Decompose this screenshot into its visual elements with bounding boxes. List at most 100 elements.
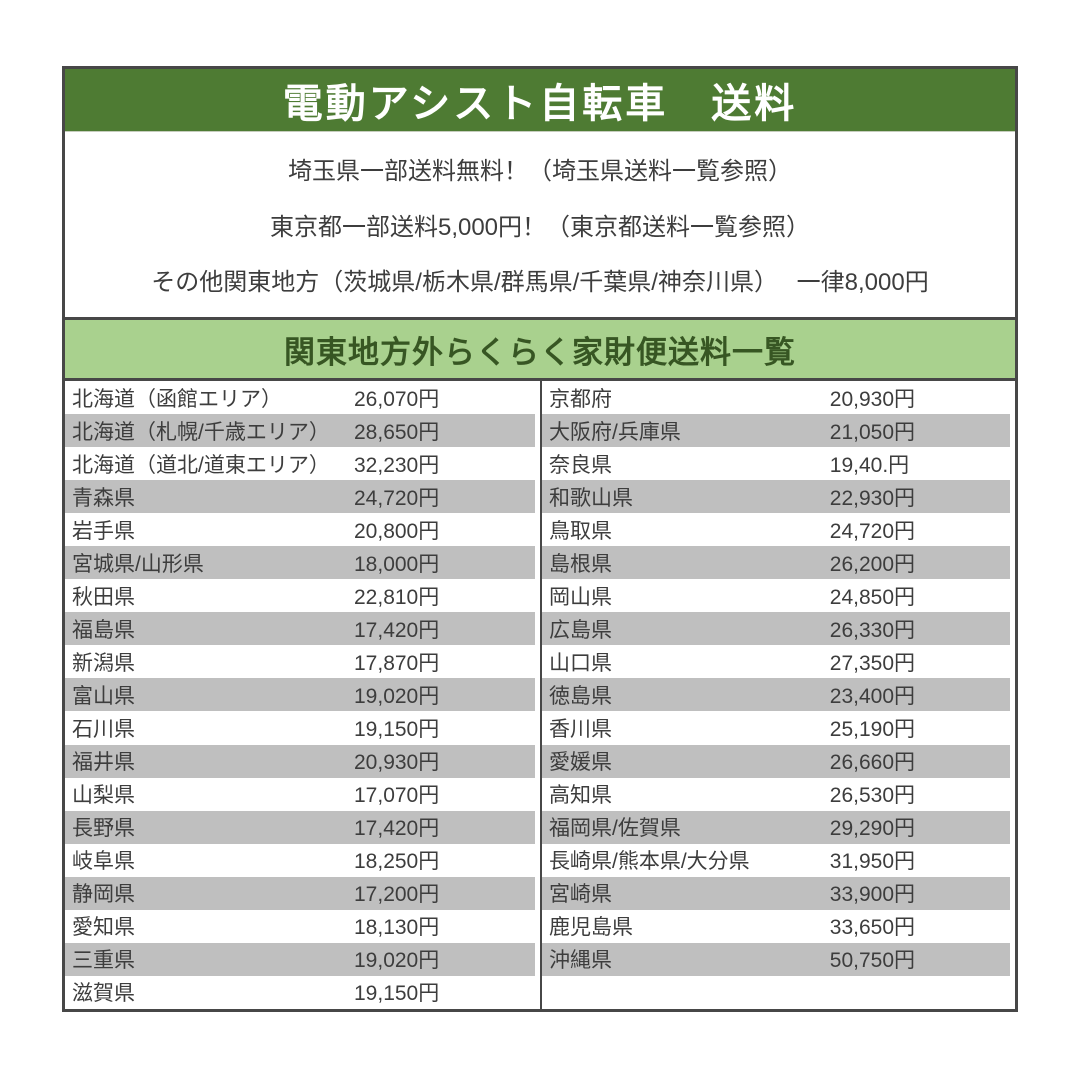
price-cell: 32,230円 [354,453,440,477]
table-row: 山口県 27,350円 [542,645,1015,679]
region-cell: 長崎県/熊本県/大分県 [549,850,750,874]
table-row: 富山県 19,020円 [65,678,540,712]
region-cell: 鳥取県 [549,519,612,543]
price-cell: 17,870円 [354,651,440,675]
region-cell: 福岡県/佐賀県 [549,817,681,841]
region-cell: 愛知県 [72,916,135,940]
region-cell: 宮崎県 [549,883,612,907]
table-row: 大阪府/兵庫県 21,050円 [542,414,1015,448]
region-cell: 京都府 [549,387,612,411]
table-row: 福井県 20,930円 [65,744,540,778]
table-row: 島根県 26,200円 [542,546,1015,580]
price-cell: 20,800円 [354,519,440,543]
region-cell: 鹿児島県 [549,916,633,940]
region-cell: 長野県 [72,817,135,841]
notice-section: 埼玉県一部送料無料！（埼玉県送料一覧参照） 東京都一部送料5,000円！（東京都… [65,131,1015,317]
shipping-fee-table: 北海道（函館エリア） 26,070円北海道（札幌/千歳エリア） 28,650円 北海道… [65,381,1015,1009]
region-cell: 高知県 [549,784,612,808]
price-cell: 19,020円 [354,949,440,973]
region-cell: 沖縄県 [549,949,612,973]
table-row: 和歌山県 22,930円 [542,480,1015,514]
price-cell: 17,420円 [354,817,440,841]
region-cell: 岐阜県 [72,850,135,874]
price-cell: 50,750円 [829,949,916,973]
table-row: 石川県 19,150円 [65,711,540,745]
table-row: 愛知県 18,130円 [65,909,540,943]
region-cell: 三重県 [72,949,135,973]
price-cell: 31,950円 [829,850,916,874]
region-cell: 宮城県/山形県 [72,552,204,576]
price-cell: 33,900円 [829,883,916,907]
price-cell: 26,330円 [829,618,916,642]
table-row: 宮崎県 33,900円 [542,876,1015,910]
price-cell: 26,070円 [354,387,440,411]
price-cell: 28,650円 [354,420,440,444]
region-cell: 山口県 [549,651,612,675]
region-cell: 香川県 [549,717,612,741]
region-cell: 福島県 [72,618,135,642]
notice-other-kanto: その他関東地方（茨城県/栃木県/群馬県/千葉県/神奈川県） 一律8,000円 [151,268,929,296]
table-row: 岐阜県 18,250円 [65,843,540,877]
table-row: 青森県 24,720円 [65,480,540,514]
price-cell: 26,530円 [829,784,916,808]
price-cell: 23,400円 [829,684,916,708]
region-cell: 大阪府/兵庫県 [549,420,681,444]
fee-table-left-column: 北海道（函館エリア） 26,070円北海道（札幌/千歳エリア） 28,650円 北海道… [65,381,540,1009]
region-cell: 岡山県 [549,585,612,609]
table-row: 高知県 26,530円 [542,777,1015,811]
table-row: 岩手県 20,800円 [65,513,540,547]
price-cell: 22,810円 [354,585,440,609]
price-cell: 24,720円 [354,486,440,510]
table-row: 奈良県 19,40.円 [542,447,1015,481]
price-cell: 21,050円 [829,420,916,444]
table-row: 福岡県/佐賀県 29,290円 [542,810,1015,844]
price-cell: 26,200円 [829,552,916,576]
table-row [542,975,1015,1009]
price-cell: 20,930円 [829,387,916,411]
price-cell: 17,420円 [354,618,440,642]
price-cell: 17,200円 [354,883,440,907]
price-cell: 18,000円 [354,552,440,576]
price-cell: 24,720円 [829,519,916,543]
notice-tokyo: 東京都一部送料5,000円！（東京都送料一覧参照） [269,213,811,241]
table-row: 三重県 19,020円 [65,942,540,976]
table-row: 広島県 26,330円 [542,612,1015,646]
price-cell: 20,930円 [354,751,440,775]
price-cell: 17,070円 [354,784,440,808]
price-cell: 19,150円 [354,717,440,741]
region-cell: 新潟県 [72,651,135,675]
table-row: 宮城県/山形県 18,000円 [65,546,540,580]
price-cell: 19,020円 [354,684,440,708]
table-row: 北海道（札幌/千歳エリア） 28,650円 [65,414,540,448]
region-cell: 山梨県 [72,784,135,808]
region-cell: 島根県 [549,552,612,576]
region-cell: 和歌山県 [549,486,633,510]
notice-saitama: 埼玉県一部送料無料！（埼玉県送料一覧参照） [288,158,792,186]
price-cell: 26,660円 [829,751,916,775]
table-row: 山梨県 17,070円 [65,777,540,811]
price-cell: 27,350円 [829,651,916,675]
table-row: 福島県 17,420円 [65,612,540,646]
price-cell: 33,650円 [829,916,916,940]
price-cell: 18,250円 [354,850,440,874]
region-cell: 岩手県 [72,519,135,543]
price-cell: 24,850円 [829,585,916,609]
region-cell: 静岡県 [72,883,135,907]
region-cell: 富山県 [72,684,135,708]
table-row: 岡山県 24,850円 [542,579,1015,613]
table-row: 北海道（函館エリア） 26,070円 [65,381,540,415]
price-cell: 22,930円 [829,486,916,510]
region-cell: 奈良県 [549,453,612,477]
table-row: 香川県 25,190円 [542,711,1015,745]
region-cell: 徳島県 [549,684,612,708]
table-row: 新潟県 17,870円 [65,645,540,679]
price-cell: 18,130円 [354,916,440,940]
region-cell: 北海道（札幌/千歳エリア） [72,420,330,444]
table-row: 静岡県 17,200円 [65,876,540,910]
table-row: 沖縄県 50,750円 [542,942,1015,976]
price-cell: 29,290円 [829,817,916,841]
price-cell: 25,190円 [829,717,916,741]
table-row: 徳島県 23,400円 [542,678,1015,712]
region-cell: 北海道（道北/道東エリア） [72,453,330,477]
shipping-fee-sheet: 電動アシスト自転車 送料 埼玉県一部送料無料！（埼玉県送料一覧参照） 東京都一部… [62,66,1018,1012]
